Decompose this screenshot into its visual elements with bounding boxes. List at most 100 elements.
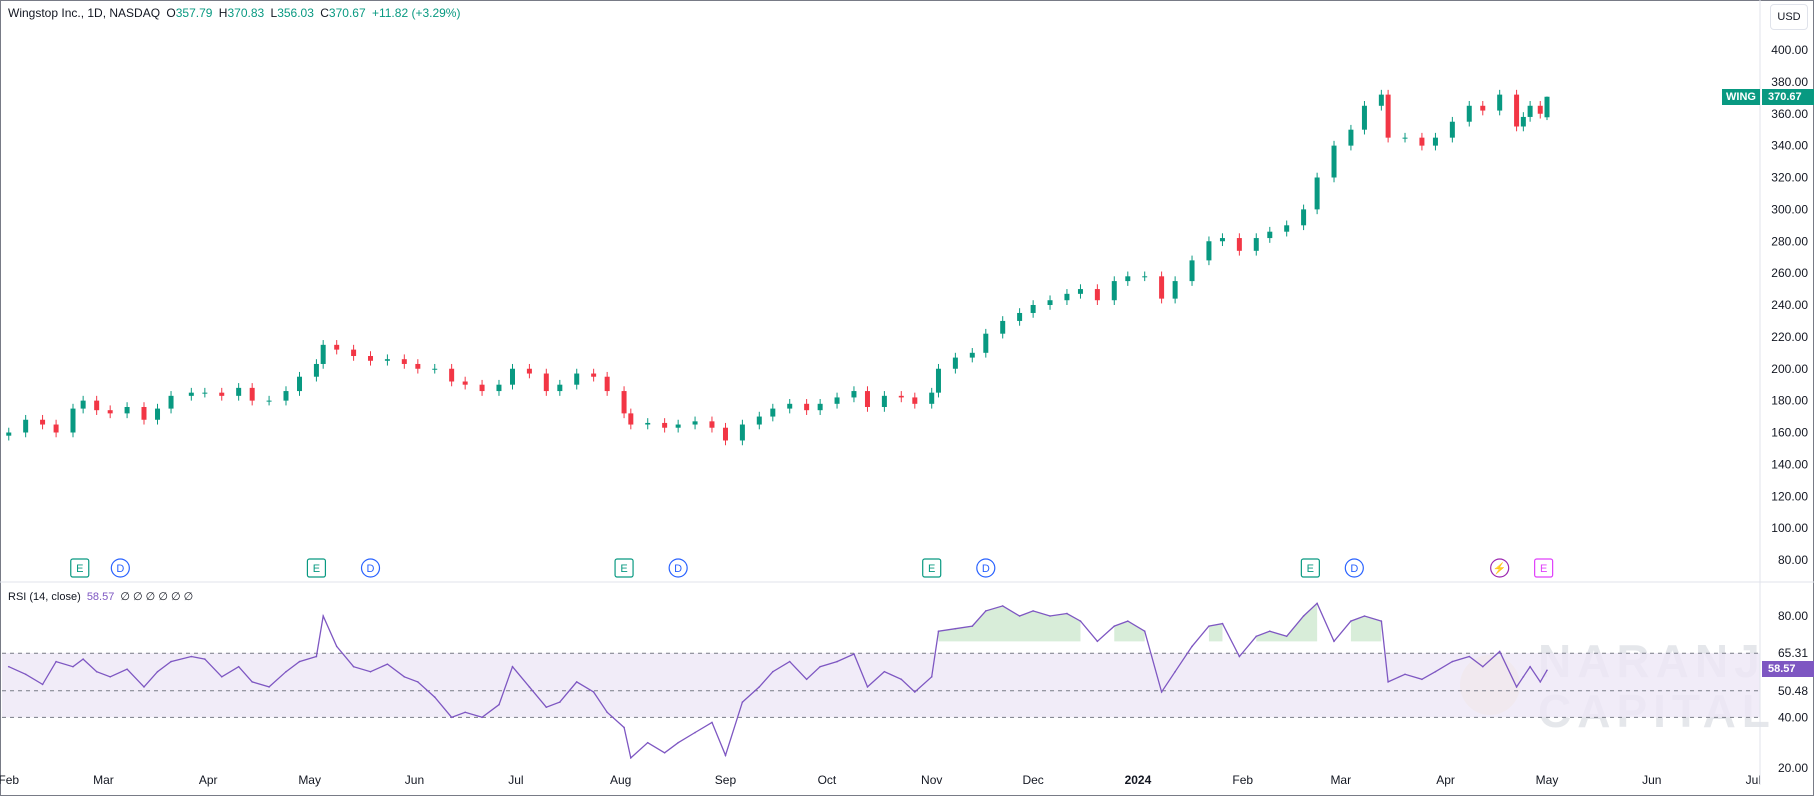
rsi-point [883, 670, 886, 673]
rsi-point [1380, 620, 1383, 622]
rsi-point [559, 701, 561, 703]
rsi-point [109, 676, 111, 678]
rsi-point [220, 676, 223, 678]
rsi-point [55, 660, 57, 663]
price-tick-label: 200.00 [1771, 362, 1808, 376]
rsi-point [237, 665, 240, 668]
candle-body [1361, 105, 1367, 130]
rsi-point [433, 696, 436, 698]
candle [770, 403, 776, 422]
rsi-point [1350, 620, 1352, 622]
candle [509, 363, 515, 390]
time-tick-label: Nov [921, 773, 942, 787]
candle [543, 368, 549, 396]
candle-body [898, 395, 904, 398]
candle-body [739, 424, 745, 441]
low-label: L [270, 6, 278, 20]
time-tick-label: 2024 [1125, 773, 1152, 787]
candle-body [543, 373, 549, 392]
symbol-legend[interactable]: Wingstop Inc., 1D, NASDAQ O357.79 H370.8… [8, 6, 463, 20]
candle [6, 427, 12, 441]
rsi-point [1221, 622, 1224, 625]
candle [1419, 132, 1425, 151]
rsi-point [156, 670, 159, 673]
candle-body [155, 408, 161, 420]
candle [462, 376, 468, 390]
time-tick-label: Jun [405, 773, 424, 787]
rsi-tick-label: 40.00 [1778, 710, 1808, 724]
rsi-point [322, 615, 324, 617]
rsi-point [464, 711, 466, 714]
candle [1544, 96, 1550, 121]
candle-body [621, 391, 627, 414]
rsi-axis[interactable]: 80.00 65.31 50.48 40.00 20.00 [1778, 609, 1808, 775]
candle [1159, 271, 1165, 304]
candle-body [496, 384, 502, 392]
candle-body [313, 363, 319, 377]
candle-body [709, 421, 715, 428]
candle [1480, 101, 1486, 116]
rsi-point [1285, 635, 1288, 638]
time-tick-label: May [1536, 773, 1559, 787]
rsi-point [866, 686, 869, 688]
candle [628, 408, 634, 430]
rsi-tick-label: 80.00 [1778, 609, 1808, 623]
candle-body [40, 419, 46, 425]
candle-body [1000, 320, 1006, 334]
candle [1142, 271, 1148, 282]
currency-button[interactable]: USD [1770, 4, 1808, 30]
earnings-marker-label: E [928, 563, 935, 575]
close-label: C [320, 6, 329, 20]
candle-body [297, 376, 303, 392]
rsi-point [335, 645, 338, 648]
dividend-marker-label: D [116, 563, 124, 575]
candle [320, 340, 326, 369]
candle [898, 391, 904, 403]
candle-body [1125, 276, 1131, 282]
rsi-point [204, 658, 206, 660]
rsi-point [170, 660, 172, 663]
candle-body [787, 403, 793, 409]
ticker-badge: WING [1722, 89, 1760, 105]
candle-body [1030, 305, 1036, 313]
candle [1172, 276, 1178, 304]
time-tick-label: May [298, 773, 321, 787]
rsi-legend[interactable]: RSI (14, close) 58.57 ∅ ∅ ∅ ∅ ∅ ∅ [8, 590, 196, 603]
time-axis[interactable]: Feb Mar Apr May Jun Jul Aug Sep Oct Nov Dec 2024 Feb… [0, 773, 1761, 787]
rsi-point [900, 678, 903, 681]
candle [107, 405, 113, 419]
last-price-badge: 370.67 [1762, 89, 1814, 105]
time-tick-label: Apr [199, 773, 218, 787]
rsi-point [352, 665, 355, 668]
rsi-point [1160, 691, 1163, 693]
candle [1537, 101, 1543, 119]
rsi-point [1143, 630, 1146, 632]
rsi-point [72, 665, 74, 668]
candle [1236, 233, 1242, 256]
rsi-point [1468, 655, 1471, 658]
candle [334, 340, 340, 355]
symbol-title: Wingstop Inc., 1D, NASDAQ [8, 6, 161, 20]
candle-body [864, 391, 870, 407]
candle-body [124, 407, 130, 414]
candle-body [1111, 281, 1117, 301]
candle-body [449, 368, 455, 382]
rsi-point [528, 686, 531, 688]
candle-body [1077, 289, 1083, 294]
event-markers[interactable]: E D E D E D E D E D ⚡ E [70, 558, 1554, 578]
candle [80, 395, 86, 414]
candle [1030, 300, 1036, 318]
candle [662, 418, 668, 433]
price-axis[interactable]: 400.00 380.00 360.00 340.00 320.00 300.00 280.… [1771, 43, 1808, 567]
candle [645, 418, 651, 430]
candle-body [1219, 238, 1225, 242]
rsi-point [95, 670, 98, 673]
rsi-point [575, 681, 578, 683]
rsi-point [954, 627, 957, 630]
candle-body [368, 356, 374, 361]
rsi-point [1174, 670, 1176, 673]
rsi-point [937, 630, 940, 632]
candle-body [384, 359, 390, 361]
rsi-point [450, 716, 453, 719]
